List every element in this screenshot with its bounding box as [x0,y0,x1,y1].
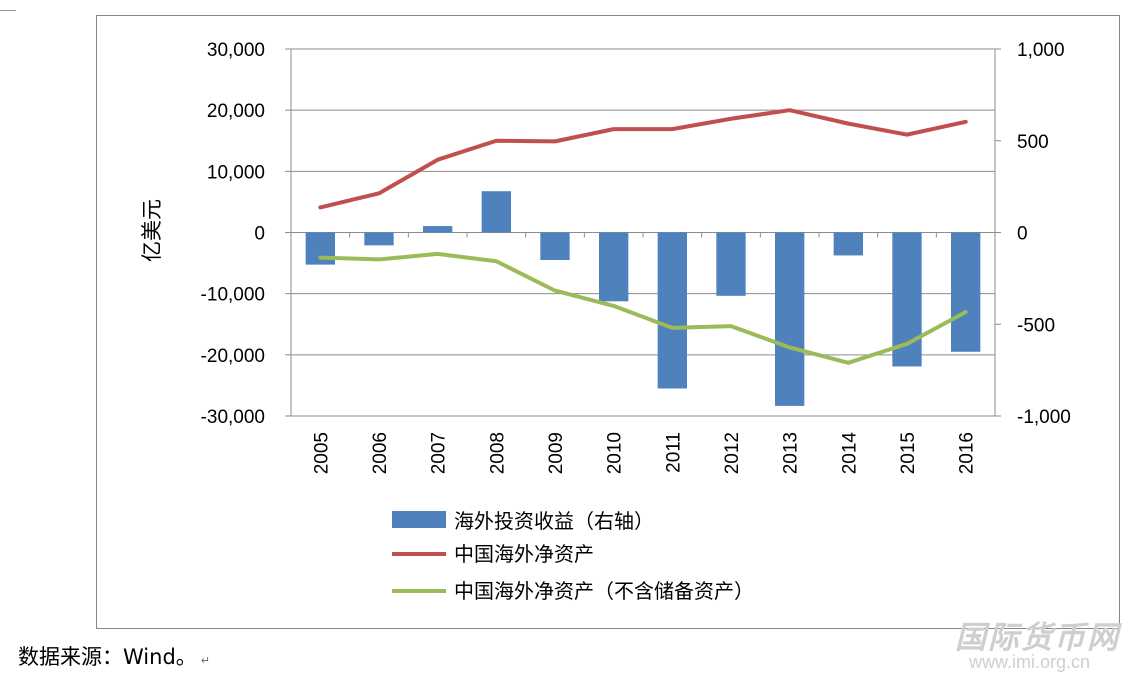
line-point-2 [494,259,498,263]
bar-2016 [951,232,981,352]
line-point-1 [670,127,674,131]
x-tick-label: 2005 [311,432,332,474]
return-mark: ↵ [200,654,210,667]
line-point-2 [318,256,322,260]
legend-label: 中国海外净资产 [454,542,594,566]
x-tick-label: 2010 [605,432,626,474]
watermark: 国际货币网 www.imi.org.cn [955,612,1130,678]
line-point-1 [846,122,850,126]
source-note: 数据来源：Wind。 ↵ [18,641,210,671]
right-tick-label: 1,000 [1017,40,1065,61]
line-point-1 [788,108,792,112]
bar-2007 [423,226,453,233]
x-tick-label: 2016 [957,432,978,474]
bar-2009 [540,232,570,261]
left-tick-label: 20,000 [207,101,265,122]
bar-2011 [657,232,687,389]
line-point-2 [612,304,616,308]
bar-2010 [599,232,629,302]
corner-mark [0,10,16,11]
line-point-1 [553,139,557,143]
line-point-2 [436,252,440,256]
right-tick-label: 0 [1017,224,1028,245]
line-point-1 [436,158,440,162]
bar-2012 [716,232,746,296]
line-point-2 [964,310,968,314]
x-tick-label: 2008 [487,432,508,474]
line-point-1 [729,117,733,121]
watermark-url: www.imi.org.cn [969,652,1091,672]
chart: 30,000 20,000 10,000 0 -10,000 -20,000 -30,000… [140,40,1071,603]
left-tick-label: 10,000 [207,162,265,183]
bar-2014 [833,232,863,256]
x-tick-label: 2013 [781,432,802,474]
source-note-text: 数据来源：Wind。 [18,645,197,669]
line-point-1 [377,191,381,195]
x-tick-label: 2007 [429,432,450,474]
bar-2008 [481,191,511,233]
left-tick-label: -30,000 [201,407,265,428]
chart-frame: 30,000 20,000 10,000 0 -10,000 -20,000 -30,000… [96,15,1120,629]
left-tick-label: 0 [254,224,265,245]
x-tick-label: 2012 [722,432,743,474]
x-tick-label: 2006 [370,432,391,474]
line-point-2 [670,326,674,330]
bar-2013 [775,232,805,406]
line-point-2 [729,324,733,328]
right-tick-label: -500 [1017,315,1055,336]
x-tick-label: 2015 [898,432,919,474]
legend-swatch-bar [392,511,446,528]
right-tick-label: 500 [1017,132,1049,153]
line-series-2 [318,251,968,365]
y-axis-title: 亿美元 [140,199,164,262]
x-tick-label: 2014 [839,432,860,475]
line-point-1 [612,127,616,131]
left-tick-label: 30,000 [207,40,265,61]
left-tick-label: -10,000 [201,285,265,306]
right-tick-label: -1,000 [1017,407,1071,428]
line-point-1 [494,139,498,143]
line-series-1 [318,108,968,210]
left-tick-label: -20,000 [201,346,265,367]
line-point-2 [905,342,909,346]
line-point-1 [318,205,322,209]
line-point-2 [846,361,850,365]
x-tick-label: 2011 [663,432,684,473]
bar-2006 [364,232,394,246]
line-point-2 [377,257,381,261]
line-point-1 [964,120,968,124]
line-point-1 [905,133,909,137]
x-tick-label: 2009 [546,432,567,474]
watermark-title: 国际货币网 [955,620,1120,656]
legend-label: 中国海外净资产（不含储备资产） [454,579,754,603]
line-point-2 [788,345,792,349]
line-point-2 [553,289,557,293]
legend-label: 海外投资收益（右轴） [454,509,654,533]
